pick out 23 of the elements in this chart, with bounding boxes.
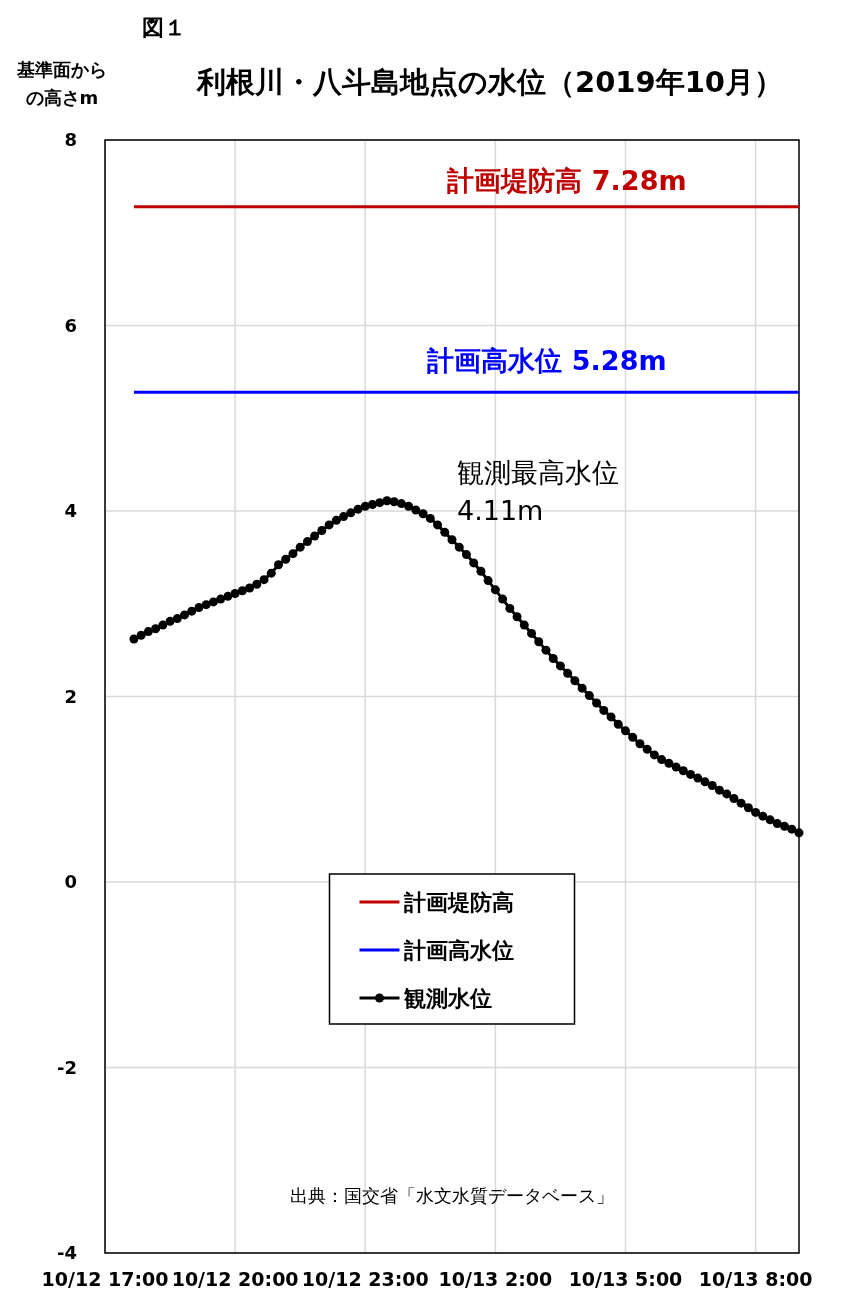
caption: 図１ xyxy=(142,15,186,40)
legend-label: 観測水位 xyxy=(402,985,492,1011)
legend-label: 計画高水位 xyxy=(402,937,514,963)
y-tick-label: 2 xyxy=(64,685,77,707)
annotation: 観測最高水位 4.11m xyxy=(457,457,619,526)
y-tick-label: -2 xyxy=(57,1056,77,1078)
y-tick-label: -4 xyxy=(57,1242,77,1264)
annotation: 計画堤防高 7.28m xyxy=(446,164,687,196)
y-tick-label: 8 xyxy=(64,129,77,151)
y-tick-label: 4 xyxy=(64,500,77,522)
annotation: 出典：国交省「水文水質データベース」 xyxy=(290,1185,614,1206)
x-tick-label: 10/12 23:00 xyxy=(301,1268,429,1290)
x-tick-label: 10/13 8:00 xyxy=(698,1268,813,1290)
y-axis-title: 基準面からの高さm xyxy=(16,59,107,108)
x-tick-label: 10/13 5:00 xyxy=(568,1268,683,1290)
x-tick-label: 10/12 17:00 xyxy=(41,1268,169,1290)
chart-title: 利根川・八斗島地点の水位（2019年10月） xyxy=(195,65,784,99)
annotation: 計画高水位 5.28m xyxy=(426,345,667,377)
x-tick-label: 10/13 2:00 xyxy=(438,1268,553,1290)
x-tick-label: 10/12 20:00 xyxy=(171,1268,299,1290)
y-tick-label: 6 xyxy=(64,314,77,336)
y-tick-label: 0 xyxy=(64,871,77,893)
legend-label: 計画堤防高 xyxy=(402,889,514,915)
